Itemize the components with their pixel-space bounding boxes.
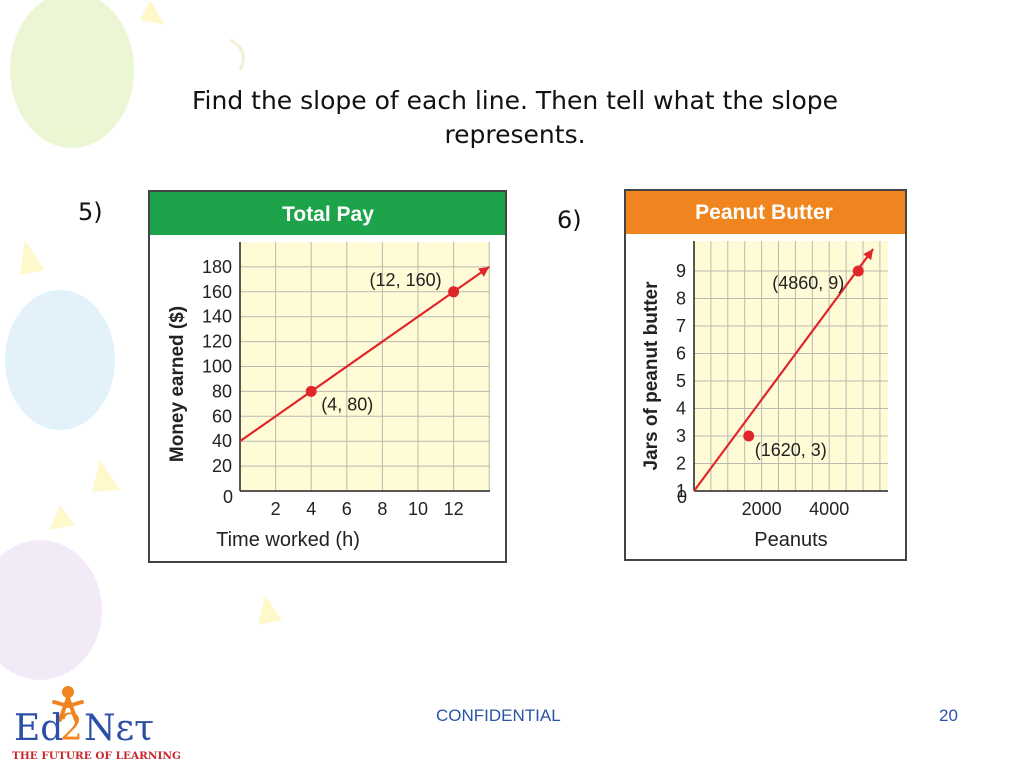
y-tick-label: 20 (212, 456, 232, 476)
chart2-ylabel: Jars of peanut butter (641, 281, 662, 471)
x-tick-label: 4 (306, 499, 316, 519)
total-pay-chart: Total Pay 0 2 4 6 8 10 12 20 40 60 80 100 120 140 160 1… (148, 190, 507, 563)
plot-area (694, 241, 888, 491)
point-label: (4, 80) (321, 394, 373, 414)
y-tick-label: 1 (676, 481, 686, 501)
logo-tagline: THE FUTURE OF LEARNING (12, 750, 180, 762)
y-tick-label: 160 (202, 282, 232, 302)
y-tick-label: 3 (676, 426, 686, 446)
y-tick-label: 100 (202, 357, 232, 377)
y-tick-label: 40 (212, 431, 232, 451)
y-tick-label: 8 (676, 289, 686, 309)
x-tick-label: 8 (377, 499, 387, 519)
ed2net-logo: Ed 2 Nετ THE FUTURE OF LEARNING (12, 686, 180, 762)
y-tick-label: 180 (202, 257, 232, 277)
x-tick-label: 2000 (742, 499, 782, 519)
data-point (448, 286, 460, 298)
data-point (852, 265, 864, 277)
svg-text:Ed: Ed (14, 708, 63, 749)
y-tick-label: 2 (676, 454, 686, 474)
problem-6-label: 6) (557, 206, 582, 234)
y-tick-label: 80 (212, 381, 232, 401)
point-label: (12, 160) (370, 270, 442, 290)
y-tick-label: 140 (202, 307, 232, 327)
x-tick-label: 2 (271, 499, 281, 519)
y-tick-label: 4 (676, 399, 686, 419)
data-point (305, 385, 317, 397)
svg-text:2: 2 (60, 708, 83, 749)
trend-line (239, 265, 490, 443)
chart1-title: Total Pay (282, 203, 374, 226)
chart2-header (626, 191, 905, 234)
x-tick-label: 0 (677, 487, 687, 507)
chart1-xlabel: Time worked (h) (216, 529, 360, 551)
footer-confidential: CONFIDENTIAL (436, 706, 561, 725)
chart1-header (150, 192, 505, 235)
svg-text:Nετ: Nετ (84, 708, 154, 749)
line-arrowhead (478, 266, 490, 277)
point-label: (4860, 9) (772, 273, 844, 293)
y-tick-label: 6 (676, 344, 686, 364)
line-arrowhead (863, 249, 874, 261)
x-tick-label: 10 (408, 499, 428, 519)
point-label: (1620, 3) (755, 440, 827, 460)
y-tick-label: 5 (676, 371, 686, 391)
slide-title: Find the slope of each line. Then tell w… (191, 86, 839, 149)
chart2-title: Peanut Butter (695, 201, 833, 224)
x-tick-label: 12 (444, 499, 464, 519)
x-tick-label: 0 (223, 487, 233, 507)
x-tick-label: 6 (342, 499, 352, 519)
y-tick-label: 120 (202, 332, 232, 352)
logo-figure-icon (52, 686, 84, 722)
page-number: 20 (939, 706, 958, 725)
peanut-butter-chart: Peanut Butter 0 2000 4000 1 2 3 4 5 6 7 8 9 Peanuts… (624, 189, 907, 561)
trend-line (693, 248, 875, 492)
data-point (743, 430, 755, 442)
x-tick-label: 4000 (809, 499, 849, 519)
y-tick-label: 7 (676, 316, 686, 336)
y-tick-label: 60 (212, 406, 232, 426)
problem-5-label: 5) (78, 198, 103, 226)
chart2-xlabel: Peanuts (754, 529, 827, 551)
chart1-ylabel: Money earned ($) (167, 306, 188, 462)
y-tick-label: 9 (676, 261, 686, 281)
